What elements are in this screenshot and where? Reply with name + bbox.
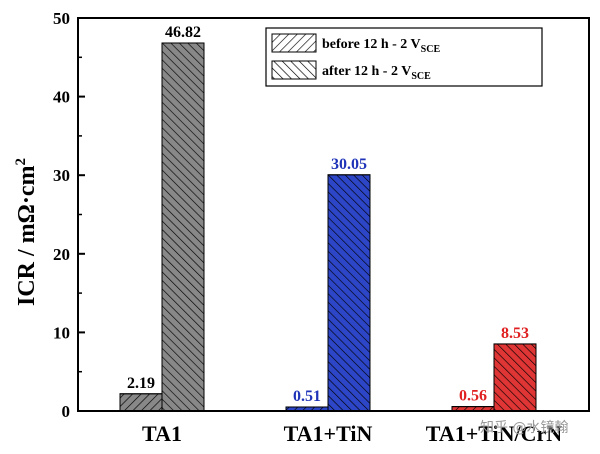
y-tick-label: 20 (53, 245, 70, 264)
legend-label-before: before 12 h - 2 VSCE (322, 37, 440, 55)
data-label: 2.19 (127, 375, 155, 392)
y-tick-label: 10 (53, 323, 70, 342)
y-axis-title: ICR / mΩ·cm2 (13, 158, 40, 306)
data-label: 0.56 (459, 388, 487, 405)
data-label: 30.05 (331, 156, 367, 173)
y-tick-label: 0 (62, 402, 71, 421)
y-tick-label: 50 (53, 9, 70, 28)
x-category-label: TA1+TiN/CrN (426, 421, 563, 446)
data-label: 8.53 (501, 325, 529, 342)
x-category-label: TA1+TiN (284, 421, 373, 446)
bar-hatch (119, 393, 163, 412)
bar-hatch (493, 343, 537, 412)
legend-label-after: after 12 h - 2 VSCE (322, 64, 431, 82)
y-axis-ticks: 0 10 20 30 40 50 (53, 9, 85, 421)
bar-hatch (327, 174, 371, 412)
x-category-label: TA1 (142, 421, 182, 446)
data-label: 0.51 (293, 388, 321, 405)
legend-swatch-after (271, 60, 317, 80)
data-label: 46.82 (165, 24, 201, 41)
legend-swatch-before (271, 33, 317, 53)
bars-layer (119, 42, 537, 412)
legend: before 12 h - 2 VSCE after 12 h - 2 VSCE (265, 27, 543, 87)
x-axis-categories: TA1 TA1+TiN TA1+TiN/CrN (142, 421, 562, 446)
value-labels-layer: 2.19 46.82 0.51 30.05 0.56 8.53 (127, 24, 529, 405)
y-tick-label: 30 (53, 166, 70, 185)
watermark: 知乎 @水镜翰 (480, 419, 568, 436)
bar-hatch (161, 42, 205, 412)
y-tick-label: 40 (53, 88, 70, 107)
